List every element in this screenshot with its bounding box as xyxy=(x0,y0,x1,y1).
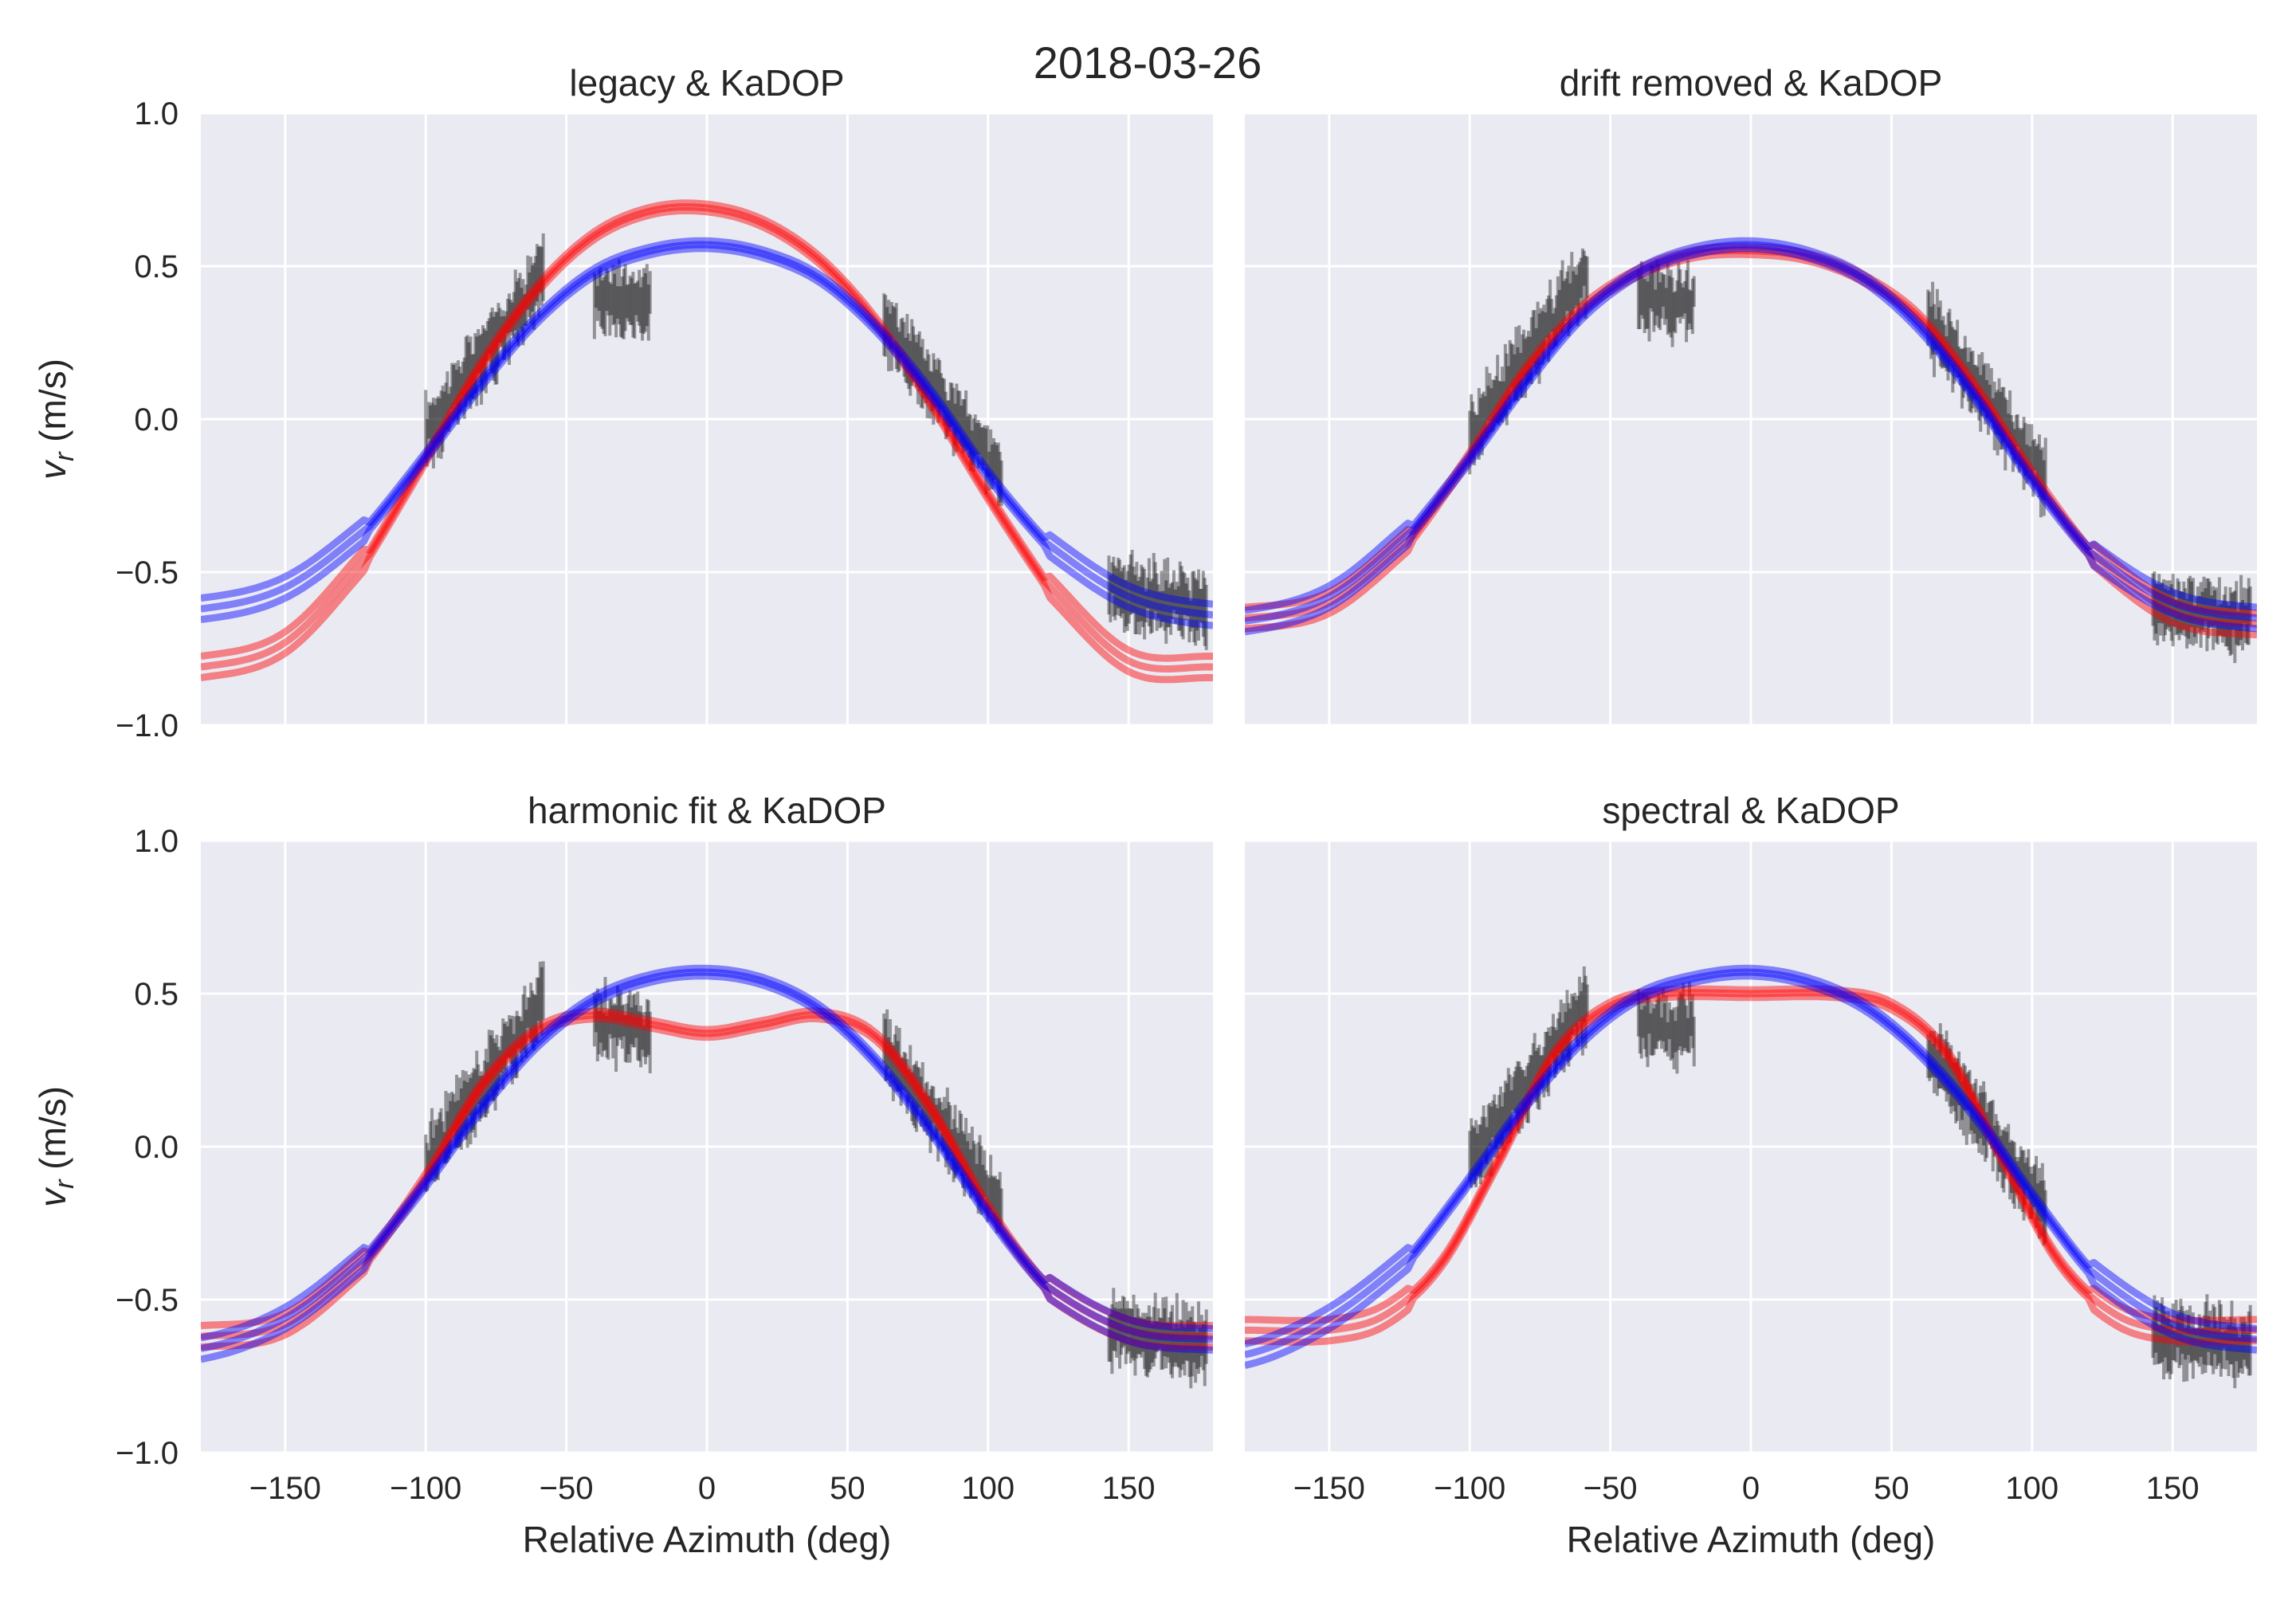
x-axis-label: Relative Azimuth (deg) xyxy=(1567,1519,1936,1560)
y-tick-label: −1.0 xyxy=(116,708,179,743)
x-tick-label: −150 xyxy=(249,1471,321,1506)
series-kadop xyxy=(1245,237,2257,636)
series-line-reference xyxy=(1245,250,2257,639)
observed-cluster xyxy=(1468,966,1589,1188)
y-tick-label: −0.5 xyxy=(116,555,179,590)
panel-title: spectral & KaDOP xyxy=(1602,790,1899,831)
series-line-kadop xyxy=(201,237,1213,608)
series-reference xyxy=(201,1007,1213,1351)
series-line-reference xyxy=(201,1007,1213,1330)
series-line-kadop xyxy=(1245,241,2257,625)
series-line-kadop xyxy=(201,972,1213,1363)
observed-cluster xyxy=(592,259,652,341)
series-line-reference xyxy=(201,1011,1213,1340)
x-tick-label: −100 xyxy=(390,1471,461,1506)
series-line-kadop xyxy=(1245,964,2257,1348)
panel-title: harmonic fit & KaDOP xyxy=(528,790,886,831)
series-reference xyxy=(1245,985,2257,1346)
observed-cluster xyxy=(1636,982,1696,1074)
y-tick-label: 0.5 xyxy=(134,249,179,284)
observed-cluster xyxy=(2151,571,2252,664)
plot-content xyxy=(201,961,1213,1389)
plot-content xyxy=(201,199,1213,684)
series-reference xyxy=(201,199,1213,684)
y-tick-label: 1.0 xyxy=(134,824,179,859)
series-line-kadop xyxy=(201,964,1213,1342)
series-line-kadop xyxy=(201,241,1213,619)
x-tick-label: 50 xyxy=(1874,1471,1909,1506)
series-line-reference xyxy=(1245,243,2257,618)
series-line-reference xyxy=(1245,247,2257,628)
y-axis-label: vr (m/s) xyxy=(32,359,80,480)
series-line-kadop xyxy=(201,968,1213,1352)
observed-cluster xyxy=(1107,549,1208,650)
observed-cluster xyxy=(1107,1288,1208,1389)
x-tick-label: 100 xyxy=(2005,1471,2059,1506)
series-line-kadop xyxy=(1245,972,2257,1369)
x-tick-label: −50 xyxy=(1584,1471,1638,1506)
figure-suptitle: 2018-03-26 xyxy=(1034,37,1262,88)
series-line-kadop xyxy=(1245,968,2257,1359)
observed-cluster xyxy=(1468,248,1589,475)
panel-title: legacy & KaDOP xyxy=(569,62,844,104)
x-tick-label: 0 xyxy=(698,1471,716,1506)
y-tick-label: 1.0 xyxy=(134,96,179,131)
series-line-reference xyxy=(201,206,1213,684)
y-axis-label: vr (m/s) xyxy=(32,1086,80,1207)
series-kadop xyxy=(201,964,1213,1363)
series-kadop xyxy=(201,237,1213,629)
x-tick-label: −150 xyxy=(1293,1471,1365,1506)
x-tick-label: −50 xyxy=(540,1471,594,1506)
series-line-reference xyxy=(1245,985,2257,1324)
observed-cluster xyxy=(2151,1294,2252,1389)
series-line-kadop xyxy=(1245,245,2257,636)
panel-3: harmonic fit & KaDOP −1.0 −0.5 0.0 0.5 1.0 −15… xyxy=(32,790,1213,1560)
x-tick-label: 150 xyxy=(2146,1471,2200,1506)
observed-cluster xyxy=(882,1009,1003,1234)
series-line-kadop xyxy=(1245,237,2257,614)
series-line-reference xyxy=(201,199,1213,662)
plot-content xyxy=(1245,964,2257,1389)
series-line-reference xyxy=(201,1014,1213,1351)
observed-cluster xyxy=(424,961,545,1192)
x-tick-label: 100 xyxy=(961,1471,1015,1506)
x-tick-label: 0 xyxy=(1742,1471,1760,1506)
panel-1: legacy & KaDOP −1.0 −0.5 0.0 0.5 1.0 vr (m/s) xyxy=(32,62,1213,743)
observed-cluster xyxy=(424,233,545,469)
x-tick-label: −100 xyxy=(1434,1471,1505,1506)
x-tick-label: 150 xyxy=(1102,1471,1156,1506)
series-line-kadop xyxy=(201,245,1213,629)
series-reference xyxy=(1245,243,2257,639)
y-tick-label: −1.0 xyxy=(116,1436,179,1471)
panel-4: spectral & KaDOP −150 −100 −50 0 50 100 150 Rela… xyxy=(1245,790,2257,1560)
panel-2: drift removed & KaDOP xyxy=(1245,62,2257,727)
y-tick-label: 0.5 xyxy=(134,977,179,1012)
observed-cluster xyxy=(1926,1023,2047,1246)
plot-content xyxy=(1245,237,2257,664)
y-tick-label: 0.0 xyxy=(134,402,179,437)
series-kadop xyxy=(1245,964,2257,1369)
y-tick-label: −0.5 xyxy=(116,1283,179,1318)
x-tick-label: 50 xyxy=(830,1471,865,1506)
observed-cluster xyxy=(1636,259,1696,347)
x-axis-label: Relative Azimuth (deg) xyxy=(523,1519,892,1560)
series-line-reference xyxy=(201,203,1213,673)
series-line-reference xyxy=(1245,993,2257,1346)
y-tick-label: 0.0 xyxy=(134,1130,179,1165)
observed-cluster xyxy=(1926,281,2047,518)
panel-title: drift removed & KaDOP xyxy=(1560,62,1943,104)
observed-cluster xyxy=(882,293,1003,507)
series-line-reference xyxy=(1245,989,2257,1335)
observed-cluster xyxy=(592,977,652,1073)
